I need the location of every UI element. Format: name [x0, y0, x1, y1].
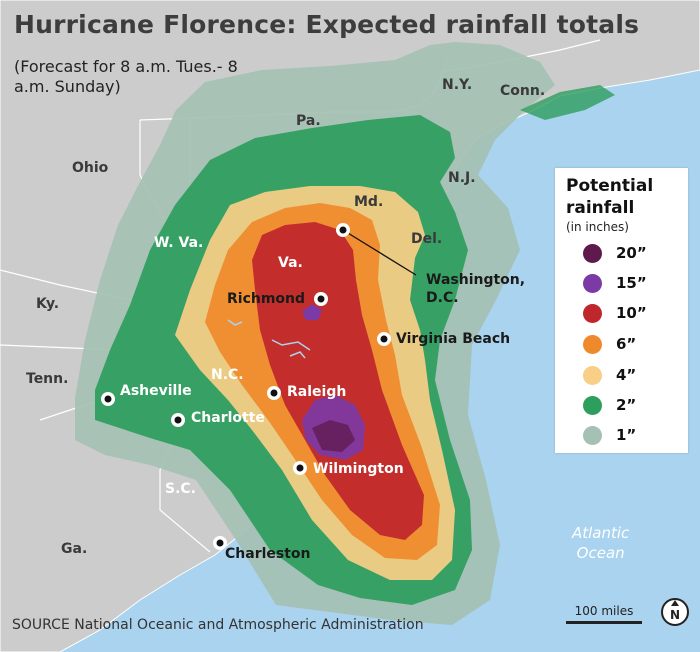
legend-swatch	[583, 273, 602, 293]
city-label-richmond: Richmond	[227, 291, 306, 307]
legend-label: 6”	[616, 335, 637, 353]
city-label-wilmington: Wilmington	[313, 461, 404, 477]
rainfall-zone-7	[312, 420, 355, 452]
legend-label: 10”	[616, 304, 647, 322]
state-label-pa: Pa.	[296, 113, 321, 129]
legend-swatch	[583, 334, 602, 354]
city-markers	[101, 223, 391, 550]
legend-item-20: 20”	[583, 242, 647, 264]
north-arrow-icon: N	[661, 598, 689, 626]
marker-raleigh	[267, 386, 281, 400]
state-label-ohio: Ohio	[72, 160, 109, 176]
rainfall-legend: Potential rainfall (in inches) 20” 15” 1…	[555, 168, 688, 453]
source-credit: SOURCE National Oceanic and Atmospheric …	[12, 617, 424, 633]
legend-title-line1: Potential	[566, 176, 654, 196]
marker-asheville	[101, 392, 115, 406]
marker-virginia-beach	[377, 332, 391, 346]
legend-item-10: 10”	[583, 302, 647, 324]
rainfall-zones	[75, 42, 615, 625]
legend-label: 1”	[616, 426, 637, 444]
state-label-conn: Conn.	[500, 83, 546, 99]
city-label-washington-line1: Washington,	[426, 272, 526, 288]
marker-charleston	[213, 536, 227, 550]
city-label-washington-line2: D.C.	[426, 290, 459, 306]
ocean-label-line2: Ocean	[576, 544, 625, 562]
legend-label: 20”	[616, 244, 647, 262]
ocean-label: Atlantic Ocean	[572, 523, 629, 563]
legend-label: 4”	[616, 366, 637, 384]
legend-swatch	[583, 243, 602, 263]
legend-item-6: 6”	[583, 333, 636, 355]
rainfall-zone-ny-coast	[520, 85, 615, 120]
legend-title: Potential rainfall	[566, 175, 653, 219]
state-label-sc: S.C.	[165, 481, 196, 497]
city-label-charlotte: Charlotte	[191, 410, 265, 426]
city-label-raleigh: Raleigh	[287, 384, 347, 400]
legend-unit: (in inches)	[566, 220, 629, 234]
state-label-ny: N.Y.	[442, 77, 473, 93]
state-label-wva: W. Va.	[154, 235, 204, 251]
map-title: Hurricane Florence: Expected rainfall to…	[14, 10, 640, 39]
marker-washington	[336, 223, 350, 237]
legend-swatch	[583, 303, 602, 323]
city-label-charleston: Charleston	[225, 546, 311, 562]
marker-charlotte	[171, 413, 185, 427]
scale-bar: 100 miles	[566, 604, 642, 624]
legend-label: 15”	[616, 274, 647, 292]
inland-lakes	[227, 319, 311, 359]
legend-swatch	[583, 425, 602, 445]
north-label: N	[670, 608, 680, 622]
ocean-label-line1: Atlantic	[572, 524, 630, 542]
marker-richmond	[314, 292, 328, 306]
state-label-tenn: Tenn.	[26, 371, 69, 387]
state-label-ky: Ky.	[36, 296, 60, 312]
legend-title-line2: rainfall	[566, 198, 635, 218]
state-label-ga: Ga.	[61, 541, 88, 557]
legend-item-4: 4”	[583, 364, 636, 386]
legend-label: 2”	[616, 396, 637, 414]
washington-leader-line	[342, 229, 417, 276]
scale-label: 100 miles	[574, 604, 634, 618]
legend-item-1: 1”	[583, 424, 636, 446]
map-subtitle: (Forecast for 8 a.m. Tues.- 8 a.m. Sunda…	[14, 57, 238, 96]
state-label-md: Md.	[354, 194, 384, 210]
state-label-nj: N.J.	[448, 170, 476, 186]
legend-item-2: 2”	[583, 394, 636, 416]
legend-swatch	[583, 365, 602, 385]
marker-wilmington	[293, 461, 307, 475]
scale-line	[566, 621, 642, 624]
legend-swatch	[583, 395, 602, 415]
city-label-virginia-beach: Virginia Beach	[396, 331, 511, 347]
rainfall-zone-5	[252, 222, 424, 540]
state-label-va: Va.	[278, 255, 303, 271]
state-label-nc: N.C.	[211, 367, 244, 383]
state-label-del: Del.	[411, 231, 443, 247]
legend-item-15: 15”	[583, 272, 647, 294]
rainfall-zone-richmond	[302, 304, 322, 320]
city-label-asheville: Asheville	[120, 383, 192, 399]
